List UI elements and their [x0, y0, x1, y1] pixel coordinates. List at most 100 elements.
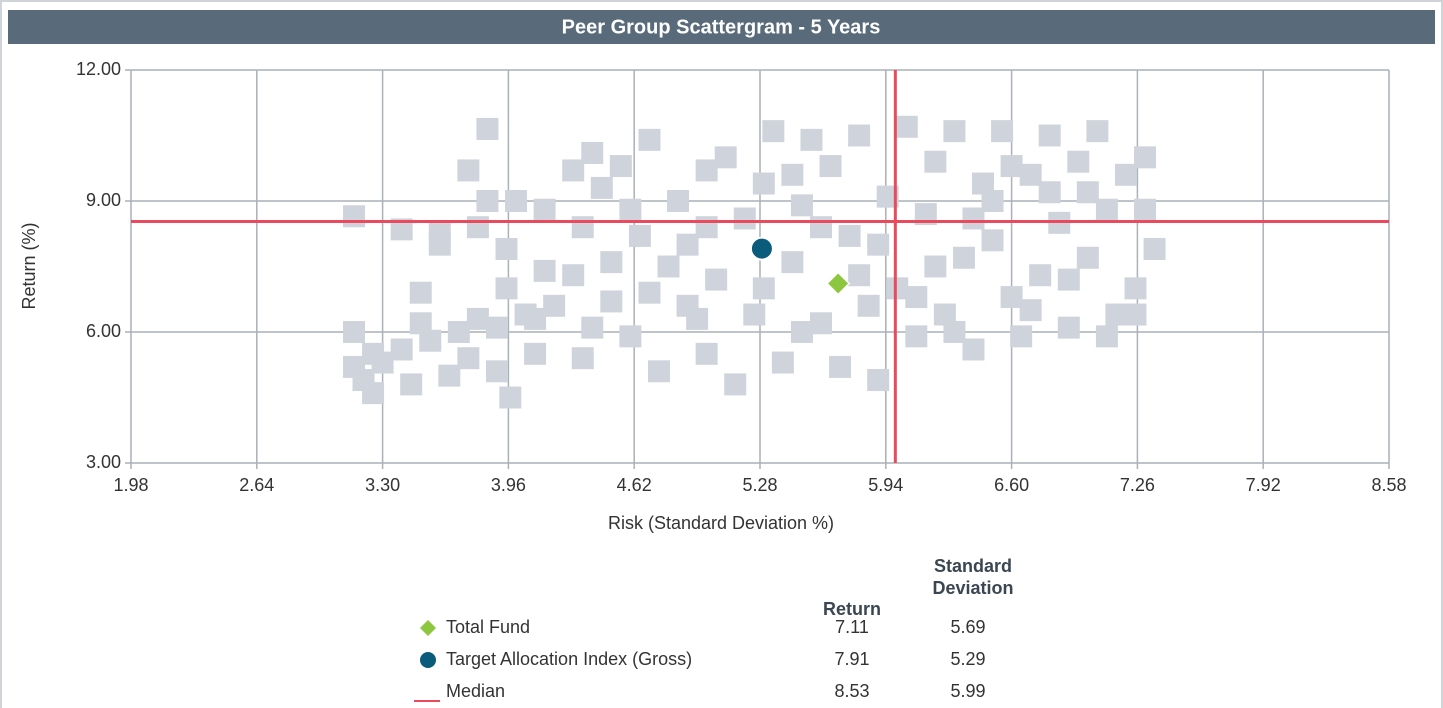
point [1000, 155, 1023, 178]
point [1057, 268, 1080, 291]
point [581, 141, 604, 164]
point [495, 238, 518, 261]
point [1029, 264, 1052, 287]
x-tick-label: 3.30 [365, 475, 400, 495]
point [943, 120, 966, 143]
point [676, 294, 699, 317]
point [343, 321, 366, 343]
point [1143, 238, 1166, 261]
point [371, 351, 394, 374]
point [667, 190, 690, 212]
point [619, 325, 642, 348]
x-tick-label: 8.58 [1371, 475, 1406, 495]
point [924, 150, 947, 173]
point [1019, 299, 1042, 322]
point [362, 382, 385, 405]
x-tick-label: 4.62 [617, 475, 652, 495]
point [524, 307, 547, 330]
legend-label: Total Fund [446, 617, 530, 637]
point [562, 159, 585, 182]
point [1124, 277, 1147, 300]
point [952, 246, 975, 269]
point [676, 233, 699, 256]
point [657, 255, 680, 278]
y-tick-label: 9.00 [86, 190, 121, 210]
x-tick-label: 6.60 [994, 475, 1029, 495]
x-tick-label: 7.26 [1120, 475, 1155, 495]
point [1105, 303, 1128, 326]
point [790, 321, 813, 343]
point [428, 233, 451, 256]
legend-marker [420, 652, 436, 668]
point [790, 194, 813, 217]
point [409, 312, 432, 335]
point [981, 190, 1004, 212]
point [962, 338, 985, 361]
legend-label: Median [446, 681, 505, 701]
x-tick-label: 5.94 [868, 475, 903, 495]
point [895, 115, 918, 138]
point [600, 251, 623, 274]
point [848, 264, 871, 287]
point [1124, 303, 1147, 326]
point [1019, 163, 1042, 186]
legend-value: 5.29 [950, 649, 985, 669]
x-axis-label: Risk (Standard Deviation %) [608, 513, 834, 533]
legend-marker [420, 620, 436, 636]
point [638, 128, 661, 151]
point [562, 264, 585, 287]
point [981, 229, 1004, 252]
point [771, 351, 794, 374]
point [826, 271, 851, 296]
point [714, 146, 737, 169]
legend-value: 8.53 [834, 681, 869, 701]
point [1038, 181, 1061, 204]
point [485, 360, 508, 383]
x-tick-label: 7.92 [1246, 475, 1281, 495]
point [343, 205, 366, 228]
point [809, 312, 832, 335]
point [838, 224, 861, 247]
point [1095, 325, 1118, 348]
point [1000, 286, 1023, 309]
point [619, 198, 642, 221]
point [867, 369, 890, 392]
point [724, 373, 747, 396]
x-tick-label: 2.64 [239, 475, 274, 495]
point [409, 281, 432, 304]
title-bar [8, 10, 1435, 44]
point [1134, 146, 1157, 169]
point [600, 290, 623, 313]
point [571, 347, 594, 370]
point [524, 342, 547, 365]
legend-column-header-box: Standard Deviation [932, 556, 1013, 598]
legend-value: 7.91 [834, 649, 869, 669]
y-tick-label: 3.00 [86, 452, 121, 472]
point [390, 338, 413, 361]
point [743, 303, 766, 326]
point [752, 277, 775, 300]
point [972, 172, 995, 195]
y-tick-label: 12.00 [76, 59, 121, 79]
point [705, 268, 728, 291]
point [457, 347, 480, 370]
point [762, 120, 785, 143]
point [1067, 150, 1090, 173]
point [695, 342, 718, 365]
point [800, 128, 823, 151]
chart-title: Peer Group Scattergram - 5 Years [562, 16, 881, 38]
point [638, 281, 661, 304]
point [924, 255, 947, 278]
point [1076, 181, 1099, 204]
point [749, 236, 774, 261]
point [809, 216, 832, 239]
point [590, 176, 613, 199]
point [867, 233, 890, 256]
point [476, 190, 499, 212]
point [962, 207, 985, 230]
point [695, 216, 718, 239]
legend-label: Target Allocation Index (Gross) [446, 649, 692, 669]
point [400, 373, 423, 396]
point [499, 386, 522, 409]
